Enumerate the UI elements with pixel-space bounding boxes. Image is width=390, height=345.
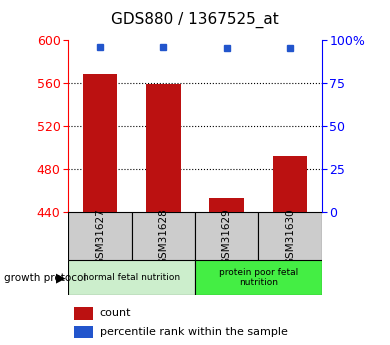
Text: GDS880 / 1367525_at: GDS880 / 1367525_at	[111, 12, 279, 28]
Bar	[146, 84, 181, 212]
Bar	[209, 198, 244, 212]
Bar	[195, 260, 322, 295]
Bar	[195, 212, 258, 260]
Bar	[74, 326, 93, 338]
Text: percentile rank within the sample: percentile rank within the sample	[100, 327, 287, 337]
Bar	[132, 212, 195, 260]
Bar	[68, 260, 195, 295]
Text: protein poor fetal
nutrition: protein poor fetal nutrition	[219, 268, 298, 287]
Text: growth protocol: growth protocol	[4, 273, 86, 283]
Text: GSM31627: GSM31627	[95, 208, 105, 265]
Text: count: count	[100, 308, 131, 318]
Text: normal fetal nutrition: normal fetal nutrition	[83, 273, 180, 282]
Text: GSM31629: GSM31629	[222, 208, 232, 265]
Text: GSM31630: GSM31630	[285, 208, 295, 265]
Bar	[68, 212, 132, 260]
Bar	[258, 212, 322, 260]
Bar	[74, 307, 93, 319]
Bar	[273, 156, 307, 212]
Bar	[83, 74, 117, 212]
Text: GSM31628: GSM31628	[158, 208, 168, 265]
Text: ▶: ▶	[56, 271, 65, 284]
